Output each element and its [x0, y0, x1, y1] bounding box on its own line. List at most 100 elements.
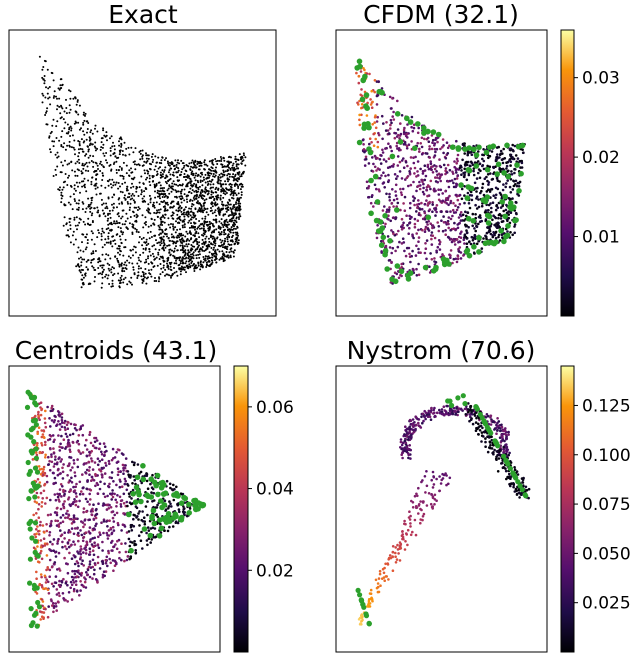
cfdm-point — [492, 166, 496, 170]
exact-point — [183, 245, 186, 248]
exact-point — [150, 217, 153, 220]
exact-point — [190, 244, 193, 246]
cfdm-point — [448, 179, 452, 183]
exact-point — [157, 251, 160, 254]
cfdm-point — [463, 167, 467, 171]
centroids-point — [119, 470, 122, 473]
exact-point — [129, 216, 132, 218]
exact-point — [198, 253, 201, 256]
exact-point — [190, 253, 192, 256]
centroids-point — [171, 488, 175, 492]
exact-point — [113, 152, 116, 155]
cfdm-point — [495, 204, 498, 208]
centroids-point — [104, 561, 108, 565]
cfdm-point — [428, 145, 431, 148]
cfdm-landmark — [394, 263, 401, 269]
exact-point — [189, 169, 192, 171]
exact-point — [212, 175, 215, 178]
centroids-point — [79, 589, 82, 592]
centroids-point — [93, 440, 97, 444]
centroids-point — [79, 580, 82, 583]
exact-point — [58, 139, 61, 142]
exact-point — [186, 252, 189, 255]
exact-point — [159, 174, 162, 176]
exact-point — [228, 155, 231, 158]
cfdm-landmark — [380, 234, 387, 241]
exact-point — [112, 202, 115, 205]
exact-point — [131, 231, 134, 234]
cfdm-point — [396, 201, 400, 205]
panel-exact: Exact — [8, 0, 277, 317]
exact-point — [221, 163, 224, 166]
exact-point — [220, 257, 223, 260]
centroids-point — [85, 438, 88, 442]
cfdm-point — [436, 180, 440, 184]
exact-point — [176, 176, 179, 179]
cfdm-point — [459, 257, 463, 260]
exact-point — [219, 238, 222, 241]
exact-point — [150, 224, 153, 227]
exact-point — [110, 228, 113, 231]
exact-point — [219, 182, 222, 185]
centroids-point — [40, 444, 44, 447]
cfdm-point — [405, 132, 409, 136]
exact-point — [120, 262, 123, 265]
exact-point — [42, 94, 45, 97]
exact-point — [82, 180, 85, 183]
cfdm-point — [423, 230, 427, 233]
cfdm-point — [399, 273, 402, 277]
cfdm-point — [420, 145, 424, 149]
exact-point — [174, 242, 177, 245]
exact-point — [72, 146, 75, 149]
cfdm-point — [387, 179, 391, 182]
cfdm-point — [475, 177, 479, 180]
centroids-point — [47, 605, 50, 608]
exact-point — [190, 205, 193, 208]
exact-point — [129, 202, 132, 205]
cfdm-point — [421, 228, 424, 232]
exact-point — [161, 224, 164, 226]
cfdm-point — [453, 165, 457, 169]
cfdm-point — [511, 188, 515, 191]
exact-point — [97, 168, 99, 170]
cfdm-point — [417, 251, 421, 254]
cfdm-point — [451, 208, 455, 212]
exact-point — [109, 137, 111, 140]
exact-point — [80, 172, 83, 175]
exact-point — [220, 190, 223, 193]
exact-point — [169, 226, 172, 229]
exact-point — [227, 169, 230, 172]
exact-point — [181, 259, 184, 262]
centroids-point — [42, 617, 45, 620]
cfdm-point — [474, 213, 477, 216]
exact-point — [140, 189, 143, 192]
exact-point — [228, 175, 231, 178]
cfdm-point — [439, 179, 443, 183]
exact-point — [217, 194, 219, 197]
centroids-point — [81, 451, 85, 454]
centroids-point — [64, 432, 68, 436]
exact-point — [215, 160, 218, 163]
centroids-point — [50, 582, 54, 586]
cfdm-point — [388, 192, 391, 196]
cfdm-point — [430, 237, 433, 241]
exact-point — [123, 246, 126, 249]
cfdm-point — [494, 230, 498, 234]
exact-point — [204, 257, 207, 260]
exact-point — [109, 147, 112, 150]
cfdm-point — [424, 152, 428, 155]
centroids-point — [94, 524, 97, 528]
exact-point — [120, 168, 123, 171]
exact-point — [173, 267, 175, 269]
exact-point — [203, 229, 206, 232]
exact-point — [211, 243, 214, 246]
exact-point — [171, 217, 174, 220]
exact-point — [147, 257, 149, 260]
exact-point — [192, 184, 195, 187]
centroids-point — [103, 495, 107, 499]
cfdm-point — [381, 148, 384, 152]
centroids-point — [52, 452, 56, 455]
exact-point — [235, 217, 238, 220]
exact-point — [169, 263, 172, 266]
cfdm-landmark — [359, 96, 366, 103]
